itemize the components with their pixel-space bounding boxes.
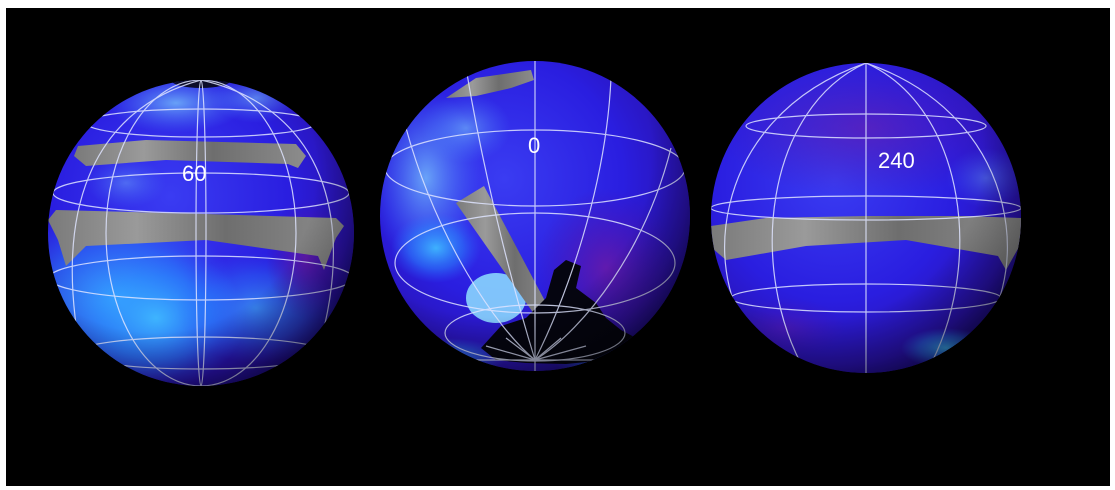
globe-label-60: 60 <box>182 161 207 186</box>
figure-panel: 60 0 240 <box>6 8 1110 486</box>
globe-label-240: 240 <box>878 148 915 173</box>
globe-label-0: 0 <box>528 133 541 158</box>
globe-240 <box>711 63 1021 373</box>
globe-0 <box>380 61 690 371</box>
globes-canvas <box>48 61 1021 386</box>
globe-60 <box>48 80 354 386</box>
